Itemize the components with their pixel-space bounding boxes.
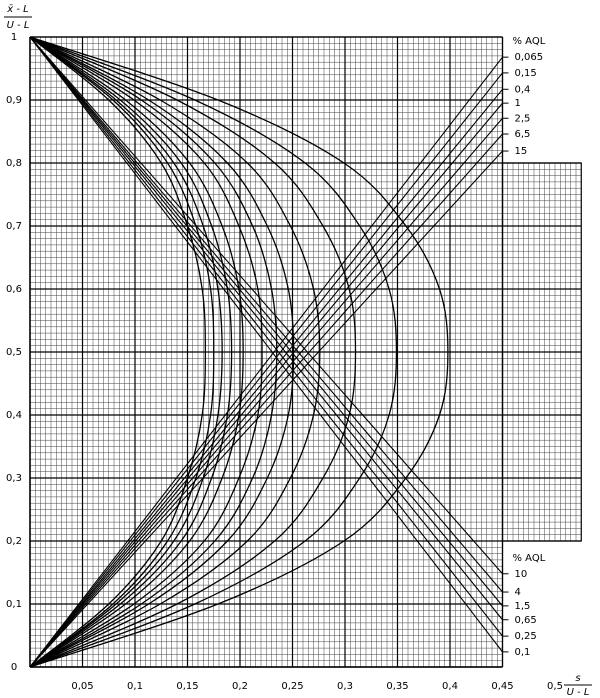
x-tick-label: 0,15 xyxy=(176,681,198,692)
x-tick-label: 0,5 xyxy=(547,681,563,692)
x-tick-label: 0,4 xyxy=(442,681,458,692)
y-tick-label: 0,4 xyxy=(6,410,22,421)
aql-label: 4 xyxy=(515,587,521,598)
aql-line xyxy=(29,133,503,668)
aql-line xyxy=(29,56,503,668)
acceptance-curve xyxy=(29,36,398,668)
y-tick-label: 0,5 xyxy=(6,347,22,358)
aql-line xyxy=(29,88,503,668)
aql-line xyxy=(29,117,503,668)
acceptance-curve xyxy=(29,36,223,668)
label-bg xyxy=(510,35,551,48)
x-tick-label: 0,35 xyxy=(386,681,408,692)
aql-label: 1,5 xyxy=(515,601,531,612)
acceptance-curve xyxy=(29,36,233,668)
label-bg xyxy=(510,128,545,141)
y-tick-label: 0,7 xyxy=(6,221,22,232)
acceptance-curve xyxy=(29,36,244,668)
label-bg xyxy=(510,83,545,96)
y-tick-label: 0,9 xyxy=(6,95,22,106)
aql-label: 0,065 xyxy=(515,52,544,63)
aql-label: 1 xyxy=(515,98,521,109)
acceptance-curve xyxy=(29,36,321,668)
x-tick-label: 0,2 xyxy=(232,681,248,692)
y-tick-label: 0 xyxy=(11,662,17,673)
y-tick-label: 0,3 xyxy=(6,473,22,484)
aql-label: 0,15 xyxy=(515,68,537,79)
aql-line xyxy=(29,36,503,653)
aql-line xyxy=(29,36,503,593)
y-tick-label: 1 xyxy=(11,32,17,43)
aql-label: 0,65 xyxy=(515,615,537,626)
aql-line xyxy=(29,36,503,575)
acceptance-curve xyxy=(29,36,263,668)
aql-label: 2,5 xyxy=(515,113,531,124)
y-tick-label: 0,2 xyxy=(6,536,22,547)
x-label-numerator: s xyxy=(575,673,580,684)
aql-line xyxy=(29,102,503,668)
x-tick-label: 0,1 xyxy=(127,681,143,692)
acceptance-curve xyxy=(29,36,449,668)
aql-label: 6,5 xyxy=(515,129,531,140)
aql-header: % AQL xyxy=(513,553,546,564)
aql-header: % AQL xyxy=(513,36,546,47)
label-bg xyxy=(510,112,545,125)
y-label-numerator: x̄ - L xyxy=(6,4,28,15)
y-tick-label: 0,1 xyxy=(6,599,22,610)
label-bg xyxy=(510,630,545,643)
x-tick-label: 0,05 xyxy=(71,681,93,692)
acceptance-curve xyxy=(29,36,207,668)
acceptance-curve xyxy=(29,36,215,668)
label-bg xyxy=(510,97,545,110)
label-bg xyxy=(510,145,545,158)
label-bg xyxy=(510,551,551,564)
label-bg xyxy=(510,586,545,599)
aql-line xyxy=(29,36,503,637)
label-bg xyxy=(510,645,545,658)
label-bg xyxy=(510,66,545,79)
acceptance-curve xyxy=(29,36,295,668)
x-tick-label: 0,25 xyxy=(281,681,303,692)
label-bg xyxy=(510,51,545,64)
aql-line xyxy=(29,150,503,668)
aql-label: 15 xyxy=(515,146,528,157)
aql-label: 0,25 xyxy=(515,631,537,642)
acceptance-curve xyxy=(29,36,278,668)
aql-line xyxy=(29,72,503,668)
y-tick-label: 0,8 xyxy=(6,158,22,169)
aql-line xyxy=(29,36,503,621)
label-bg xyxy=(510,613,545,626)
label-bg xyxy=(510,599,545,612)
x-tick-label: 0,45 xyxy=(491,681,513,692)
y-label-denominator: U - L xyxy=(7,20,30,31)
acceptance-curve xyxy=(29,36,357,668)
y-tick-label: 0,6 xyxy=(6,284,22,295)
aql-label: 0,4 xyxy=(515,84,531,95)
aql-line xyxy=(29,36,503,607)
label-bg xyxy=(510,567,545,580)
aql-label: 10 xyxy=(515,569,528,580)
x-label-denominator: U - L xyxy=(567,687,590,698)
aql-label: 0,1 xyxy=(515,647,531,658)
x-tick-label: 0,3 xyxy=(337,681,353,692)
